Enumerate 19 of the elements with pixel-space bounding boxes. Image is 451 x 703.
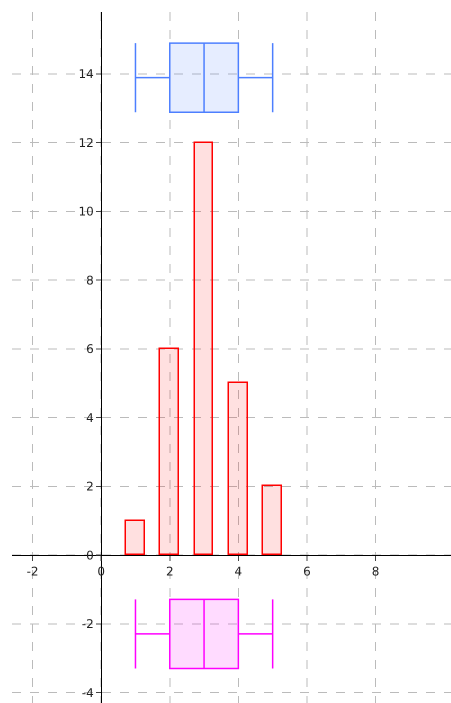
x-tick-label: 2 bbox=[166, 564, 174, 579]
x-tick-label: 8 bbox=[372, 564, 380, 579]
bar bbox=[262, 484, 282, 555]
y-tick-label: 8 bbox=[86, 273, 94, 288]
bar bbox=[194, 142, 213, 555]
y-tick-label: 6 bbox=[86, 342, 94, 356]
x-tick-label: -2 bbox=[26, 564, 39, 579]
bar bbox=[228, 382, 248, 555]
bar bbox=[158, 348, 179, 555]
x-tick-label: 4 bbox=[234, 564, 242, 579]
y-tick-label: 14 bbox=[78, 67, 94, 82]
x-tick-label: 6 bbox=[303, 564, 311, 579]
y-tick-label: 10 bbox=[78, 204, 94, 219]
y-tick-label: -2 bbox=[82, 617, 94, 632]
y-tick-label: 2 bbox=[86, 480, 94, 494]
bar bbox=[124, 520, 145, 555]
y-tick-label: -4 bbox=[82, 686, 94, 700]
y-tick-label: 12 bbox=[78, 136, 94, 150]
y-tick-label: 4 bbox=[86, 410, 94, 425]
